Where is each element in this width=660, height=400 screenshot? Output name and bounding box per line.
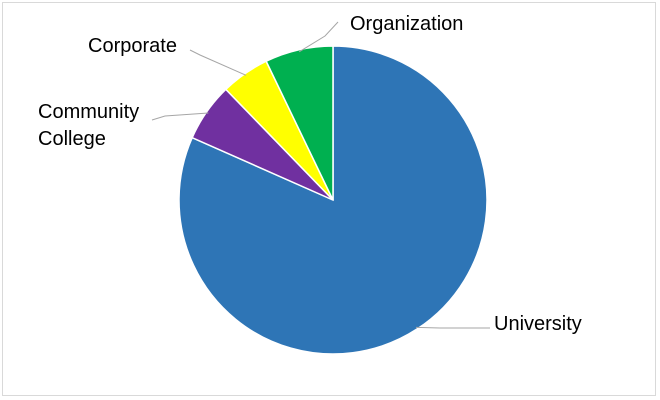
- slice-label-university: University: [494, 313, 582, 335]
- leader-line-organization: [298, 21, 339, 53]
- slice-label-corporate: Corporate: [88, 35, 177, 57]
- slice-label-community-line2: College: [38, 128, 106, 150]
- slice-label-organization: Organization: [350, 13, 463, 35]
- pie-slice-organization: [265, 45, 334, 201]
- leader-line-community-college: [151, 112, 209, 121]
- leader-line-university: [415, 326, 490, 329]
- leader-line-corporate: [189, 49, 247, 76]
- slice-label-community-line1: Community: [38, 101, 139, 123]
- slice-label-community: Community College: [38, 101, 145, 150]
